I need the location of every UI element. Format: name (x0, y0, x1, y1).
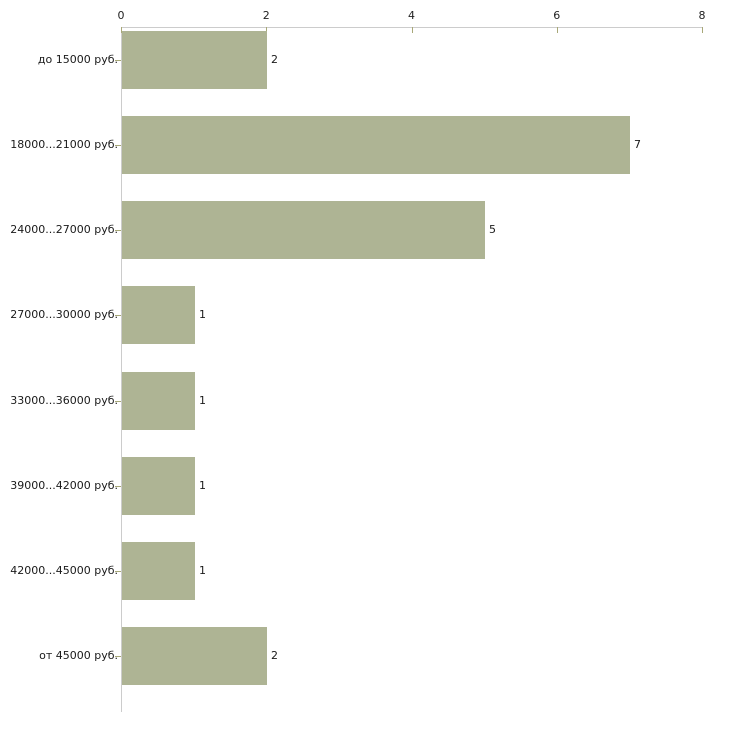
bar[interactable] (122, 201, 485, 259)
y-tick-mark (115, 145, 121, 146)
bar[interactable] (122, 116, 630, 174)
x-tick-mark (266, 27, 268, 33)
bar[interactable] (122, 542, 195, 600)
category-label: 39000...42000 руб. (10, 479, 118, 492)
y-tick-mark (115, 401, 121, 402)
y-tick-mark (115, 486, 121, 487)
category-label: до 15000 руб. (37, 53, 118, 66)
bar-value-label: 5 (489, 223, 496, 236)
y-tick-mark (115, 230, 121, 231)
category-label: 27000...30000 руб. (10, 308, 118, 321)
x-tick-mark (411, 27, 413, 33)
y-tick-mark (115, 571, 121, 572)
category-label: от 45000 руб. (39, 649, 118, 662)
bar-value-label: 7 (634, 138, 641, 151)
x-tick-label: 6 (553, 9, 561, 22)
category-label: 33000...36000 руб. (10, 394, 118, 407)
bar-value-label: 2 (271, 649, 278, 662)
x-tick-label: 0 (117, 9, 125, 22)
bar-value-label: 1 (199, 394, 206, 407)
x-tick-label: 8 (698, 9, 706, 22)
x-tick-mark (121, 27, 122, 33)
bar-value-label: 2 (271, 53, 278, 66)
category-label: 42000...45000 руб. (10, 564, 118, 577)
x-tick-label: 2 (262, 9, 270, 22)
category-label: 24000...27000 руб. (10, 223, 118, 236)
y-tick-mark (115, 656, 121, 657)
x-tick-mark (702, 27, 703, 33)
y-axis-line (121, 27, 122, 712)
bar[interactable] (122, 286, 195, 344)
bar[interactable] (122, 31, 267, 89)
bar-value-label: 1 (199, 564, 206, 577)
bar[interactable] (122, 627, 267, 685)
y-tick-mark (115, 60, 121, 61)
category-label: 18000...21000 руб. (10, 138, 118, 151)
x-tick-mark (556, 27, 558, 33)
bar[interactable] (122, 372, 195, 430)
bar[interactable] (122, 457, 195, 515)
bar-value-label: 1 (199, 479, 206, 492)
y-tick-mark (115, 315, 121, 316)
bar-value-label: 1 (199, 308, 206, 321)
x-tick-label: 4 (408, 9, 415, 22)
